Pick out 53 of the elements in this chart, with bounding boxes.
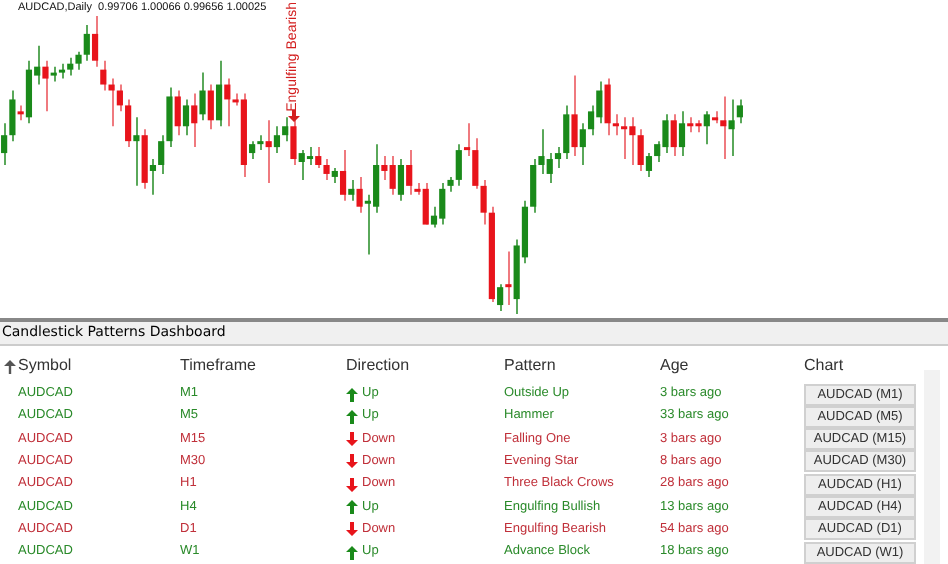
candlestick [42,59,49,113]
candlestick [678,110,686,158]
candlestick [207,83,214,131]
candlestick [389,155,396,196]
candlestick [141,128,148,190]
candlestick [25,59,33,125]
candlestick [133,116,140,187]
candlestick [83,23,90,62]
candlestick [348,178,355,202]
candlestick [298,149,305,181]
candlestick [273,125,281,155]
candlestick [315,146,322,169]
candlestick [621,116,628,161]
candlestick [381,155,388,181]
text: Pattern [504,356,556,374]
candlestick [356,175,363,214]
candlestick [406,149,413,196]
candlestick [422,181,429,226]
candlestick [100,59,107,92]
candlestick [670,113,677,158]
candlestick [662,113,669,155]
candlestick [637,128,644,172]
candlestick [182,98,190,137]
candlestick [339,149,347,202]
candlestick [720,95,727,161]
candlestick [397,158,405,202]
candlestick [505,250,512,307]
candlestick [265,119,272,184]
text: Timeframe [180,356,256,374]
candlestick [629,116,636,166]
candlestick [149,158,157,196]
candlestick [579,122,586,166]
candlestick [728,98,735,158]
candlestick [604,77,611,137]
text: Symbol [18,356,72,374]
candlestick [174,89,181,137]
candlestick [455,143,462,187]
candlestick [215,59,223,128]
candlestick [282,116,289,143]
candlestick [530,158,537,214]
candlestick [563,104,570,161]
candlestick [91,15,99,68]
candlestick [571,74,578,158]
candlestick [645,152,653,178]
text: Direction [346,356,410,374]
candlestick [439,181,446,226]
text: Age [660,356,689,374]
candlestick [191,92,198,149]
text: Chart [804,356,844,374]
candlestick [224,77,231,128]
candlestick [703,110,710,146]
candlestick [497,283,504,313]
candlestick [199,71,206,122]
